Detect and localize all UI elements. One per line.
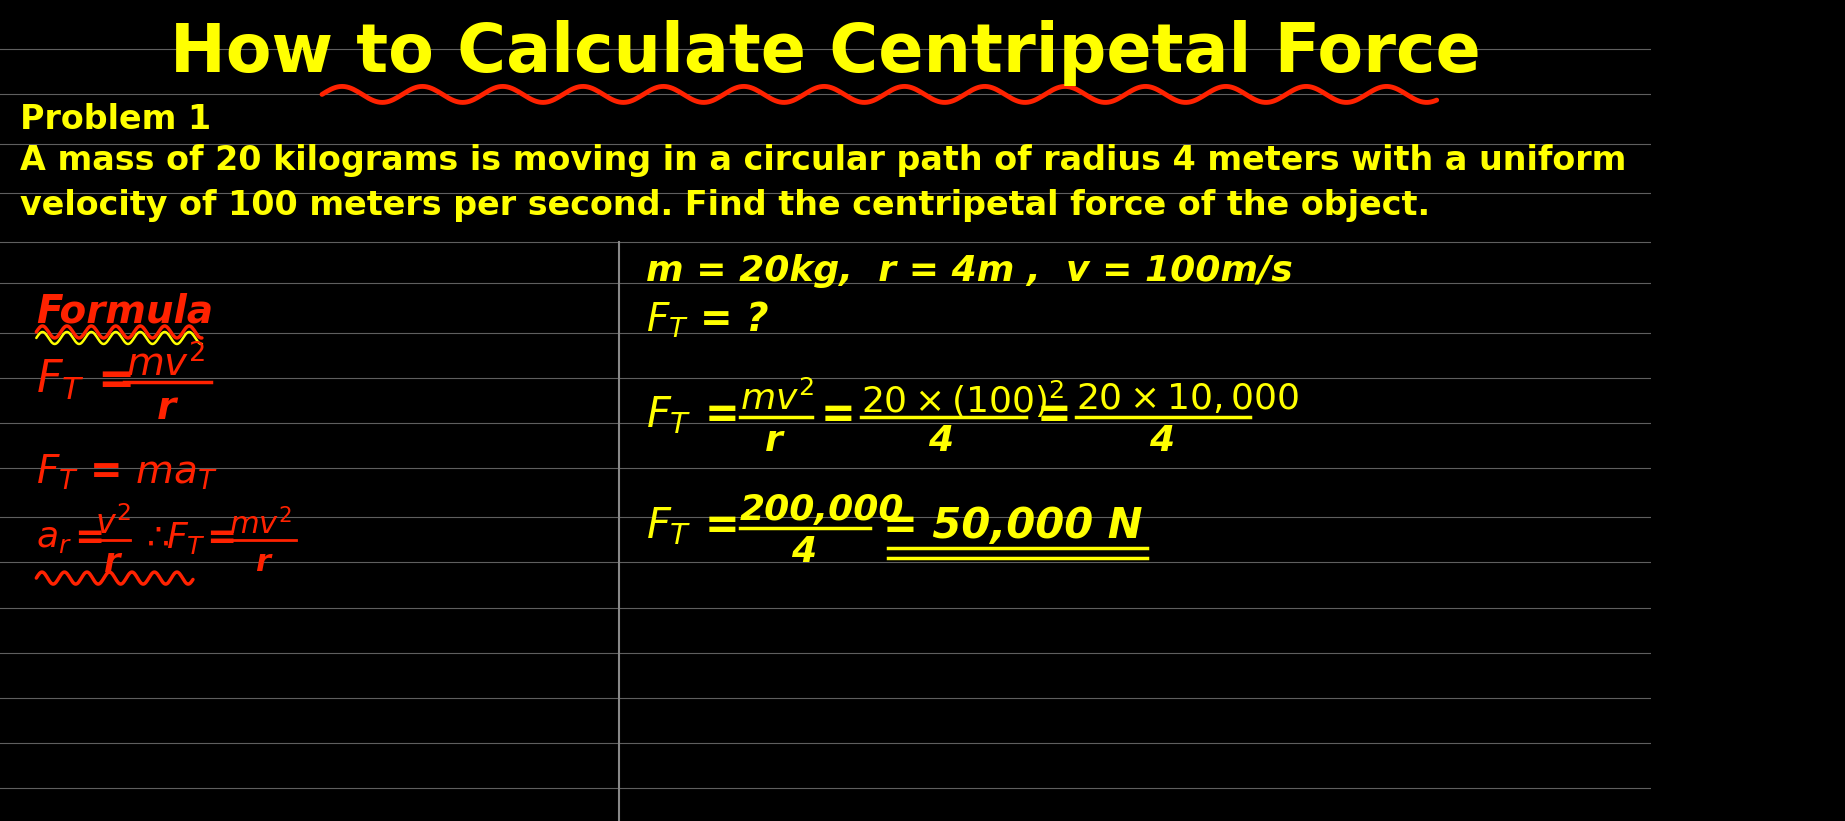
Text: How to Calculate Centripetal Force: How to Calculate Centripetal Force xyxy=(170,21,1482,86)
Text: $\therefore$: $\therefore$ xyxy=(138,521,170,555)
Text: $20\times10,000$: $20\times10,000$ xyxy=(1076,382,1299,416)
Text: $F_T$: $F_T$ xyxy=(166,520,207,556)
Text: 200,000: 200,000 xyxy=(740,493,904,527)
Text: =: = xyxy=(821,394,856,436)
Text: Problem 1: Problem 1 xyxy=(20,103,210,135)
Text: =: = xyxy=(705,394,740,436)
Text: $mv^2$: $mv^2$ xyxy=(740,381,814,417)
Text: A mass of 20 kilograms is moving in a circular path of radius 4 meters with a un: A mass of 20 kilograms is moving in a ci… xyxy=(20,144,1625,177)
Text: $a_r$: $a_r$ xyxy=(37,521,72,555)
Text: $F_T$: $F_T$ xyxy=(37,358,85,402)
Text: $F_T$: $F_T$ xyxy=(646,505,692,547)
Text: $F_T$ = ?: $F_T$ = ? xyxy=(646,300,769,341)
Text: r: r xyxy=(766,424,782,458)
Text: velocity of 100 meters per second. Find the centripetal force of the object.: velocity of 100 meters per second. Find … xyxy=(20,189,1430,222)
Text: 4: 4 xyxy=(1149,424,1173,458)
Text: m = 20kg,  r = 4m ,  v = 100m/s: m = 20kg, r = 4m , v = 100m/s xyxy=(646,254,1293,288)
Text: $20\times(100)^2$: $20\times(100)^2$ xyxy=(862,378,1065,420)
Text: r: r xyxy=(105,546,122,579)
Text: 4: 4 xyxy=(928,424,954,458)
Text: $F_T$: $F_T$ xyxy=(646,394,692,436)
Text: $F_T$ = $ma_T$: $F_T$ = $ma_T$ xyxy=(37,452,218,492)
Text: $mv^2$: $mv^2$ xyxy=(125,344,205,384)
Text: Formula: Formula xyxy=(37,293,214,331)
Text: $v^2$: $v^2$ xyxy=(94,507,131,542)
Text: 4: 4 xyxy=(792,534,815,569)
Text: $mv^2$: $mv^2$ xyxy=(229,508,292,540)
Text: =: = xyxy=(74,521,105,555)
Text: r: r xyxy=(157,389,177,427)
Text: =: = xyxy=(1037,394,1072,436)
Text: =: = xyxy=(207,521,236,555)
Text: =: = xyxy=(98,359,135,401)
Text: = 50,000 N: = 50,000 N xyxy=(884,505,1142,547)
Text: r: r xyxy=(255,548,269,576)
Text: =: = xyxy=(705,505,740,547)
